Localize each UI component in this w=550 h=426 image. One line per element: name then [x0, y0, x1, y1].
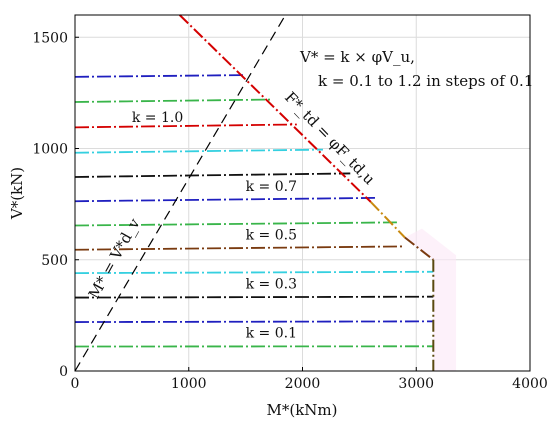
equation-line-1: V* = k × φV_u, — [299, 48, 415, 66]
envelope-shade-region — [404, 228, 457, 371]
series-line-k-1-2 — [74, 74, 246, 78]
series-line-k-1 — [74, 123, 297, 129]
x-axis-label: M*(kNm) — [266, 401, 337, 419]
envelope-segment-0 — [178, 14, 372, 203]
series-line-k-0-8 — [74, 172, 351, 178]
dashed-layer — [74, 14, 286, 372]
k-label-1-0: k = 1.0 — [132, 110, 183, 126]
k-label-0-1: k = 0.1 — [246, 326, 297, 342]
y-tick-label-500: 500 — [41, 253, 68, 269]
envelope-layer — [178, 14, 435, 371]
x-ticks: 0 1000 2000 3000 4000 — [71, 367, 548, 392]
series-line-k-0-2 — [74, 320, 434, 323]
x-tick-label-4000: 4000 — [512, 376, 548, 392]
x-tick-label-2000: 2000 — [285, 376, 321, 392]
y-tick-label-1500: 1500 — [32, 30, 68, 46]
k-label-0-5: k = 0.5 — [246, 228, 297, 244]
x-tick-label-0: 0 — [71, 376, 80, 392]
series-line-k-0-7 — [74, 196, 377, 203]
series-line-k-0-6 — [74, 221, 397, 227]
dashed-line-mv — [74, 14, 286, 372]
y-tick-label-1000: 1000 — [32, 142, 68, 158]
envelope-segment-2 — [404, 236, 434, 261]
envelope-segment-1 — [370, 201, 406, 239]
envelope-shade — [404, 228, 457, 371]
k-label-0-7: k = 0.7 — [246, 179, 297, 195]
series-line-k-0-3 — [74, 295, 434, 299]
y-tick-label-0: 0 — [59, 364, 68, 380]
y-ticks: 0 500 1000 1500 — [32, 30, 79, 380]
series-line-k-0-5 — [74, 245, 405, 251]
x-tick-label-3000: 3000 — [398, 376, 434, 392]
x-tick-label-1000: 1000 — [171, 376, 207, 392]
series-layer — [74, 74, 434, 348]
series-line-k-0-4 — [74, 270, 434, 274]
y-axis-label: V*(kN) — [8, 167, 26, 220]
equation-line-2: k = 0.1 to 1.2 in steps of 0.1 — [318, 72, 533, 90]
series-line-k-0-9 — [74, 148, 323, 154]
k-label-0-3: k = 0.3 — [246, 277, 297, 293]
series-line-k-1-1 — [74, 98, 272, 103]
